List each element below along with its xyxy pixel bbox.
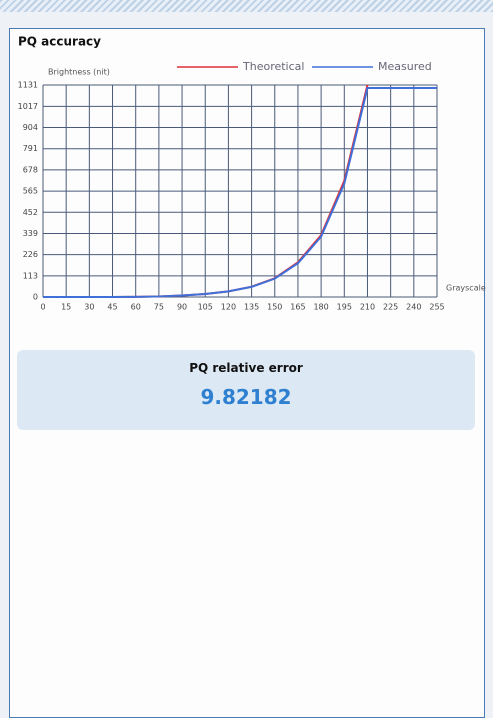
- x-tick-label: 255: [429, 303, 444, 312]
- y-tick-label: 565: [23, 187, 38, 196]
- data-line: [43, 86, 437, 298]
- x-tick-label: 60: [131, 303, 141, 312]
- chart: PQ accuracy Brightness (nit) Grayscale 0…: [18, 35, 486, 312]
- x-tick-label: 45: [107, 303, 117, 312]
- x-tick-label: 225: [383, 303, 398, 312]
- result-value: 9.82182: [200, 385, 292, 409]
- y-tick-label: 0: [33, 293, 38, 302]
- y-tick-label: 1017: [18, 102, 38, 111]
- x-tick-label: 165: [290, 303, 305, 312]
- y-tick-label: 791: [23, 144, 38, 153]
- chart-title: PQ accuracy: [18, 35, 101, 49]
- result-box: PQ relative error 9.82182: [17, 350, 475, 430]
- x-tick-label: 0: [40, 303, 45, 312]
- y-axis-label: Brightness (nit): [48, 68, 110, 77]
- x-tick-label: 120: [221, 303, 236, 312]
- y-tick-label: 226: [23, 250, 38, 259]
- y-tick-label: 678: [23, 165, 38, 174]
- x-tick-label: 105: [198, 303, 213, 312]
- legend-label: Measured: [378, 60, 432, 73]
- y-tick-label: 1131: [18, 81, 38, 90]
- x-tick-label: 75: [154, 303, 164, 312]
- result-label: PQ relative error: [189, 361, 303, 375]
- x-tick-label: 180: [313, 303, 328, 312]
- x-tick-label: 210: [360, 303, 375, 312]
- y-tick-label: 452: [23, 208, 38, 217]
- legend-label: Theoretical: [242, 60, 304, 73]
- y-tick-label: 113: [23, 271, 38, 280]
- x-tick-label: 15: [61, 303, 71, 312]
- y-tick-label: 339: [23, 229, 38, 238]
- x-axis-label: Grayscale: [446, 284, 486, 293]
- x-tick-label: 150: [267, 303, 282, 312]
- decorative-band: [0, 0, 493, 12]
- y-tick-label: 904: [23, 123, 38, 132]
- x-tick-label: 240: [406, 303, 421, 312]
- x-tick-label: 195: [337, 303, 352, 312]
- x-tick-label: 90: [177, 303, 187, 312]
- x-tick-label: 135: [244, 303, 259, 312]
- x-tick-label: 30: [84, 303, 94, 312]
